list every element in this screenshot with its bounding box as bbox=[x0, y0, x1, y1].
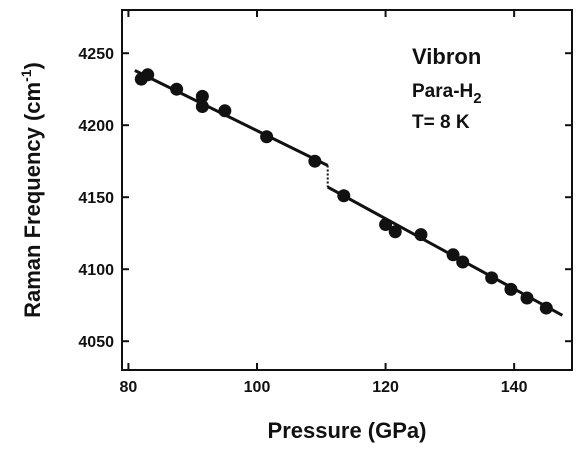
annotation-temperature: T= 8 K bbox=[412, 112, 470, 133]
fit-line bbox=[134, 69, 329, 167]
y-tick-label: 4050 bbox=[78, 334, 114, 351]
data-point bbox=[195, 89, 209, 103]
data-point bbox=[170, 82, 184, 96]
x-axis-label: Pressure (GPa) bbox=[268, 418, 427, 443]
data-point bbox=[141, 68, 155, 82]
data-point bbox=[379, 218, 393, 232]
y-tick-label: 4100 bbox=[78, 262, 114, 279]
x-tick-label: 140 bbox=[501, 379, 528, 396]
data-point bbox=[539, 301, 553, 315]
y-tick-label: 4150 bbox=[78, 190, 114, 207]
y-axis-label-sup: -1 bbox=[18, 69, 34, 82]
x-tick-label: 80 bbox=[120, 379, 138, 396]
data-point bbox=[308, 154, 322, 168]
y-axis-label: Raman Frequency (cm-1) bbox=[18, 62, 45, 318]
data-points bbox=[134, 68, 553, 315]
data-point bbox=[218, 104, 232, 118]
x-tick-label: 120 bbox=[372, 379, 399, 396]
data-point bbox=[337, 189, 351, 203]
data-point bbox=[504, 282, 518, 296]
annotation-subscript: 2 bbox=[473, 90, 481, 107]
y-tick-label: 4200 bbox=[78, 118, 114, 135]
x-tick-label: 100 bbox=[244, 379, 271, 396]
data-point bbox=[456, 255, 470, 269]
data-point bbox=[414, 228, 428, 242]
data-point bbox=[520, 291, 534, 305]
annotation-vibron: Vibron bbox=[412, 44, 481, 69]
data-point bbox=[388, 225, 402, 239]
ticks: 80 100 120 140 4050 4100 4150 4200 4250 bbox=[78, 10, 572, 396]
data-point bbox=[260, 130, 274, 144]
plot-frame bbox=[121, 9, 573, 371]
data-point bbox=[446, 248, 460, 262]
y-tick-label: 4250 bbox=[78, 46, 114, 63]
y-axis-label-close: ) bbox=[20, 62, 45, 69]
annotation-para-h2: Para-H2 bbox=[412, 81, 482, 107]
data-point bbox=[485, 271, 499, 285]
data-point bbox=[195, 99, 209, 113]
